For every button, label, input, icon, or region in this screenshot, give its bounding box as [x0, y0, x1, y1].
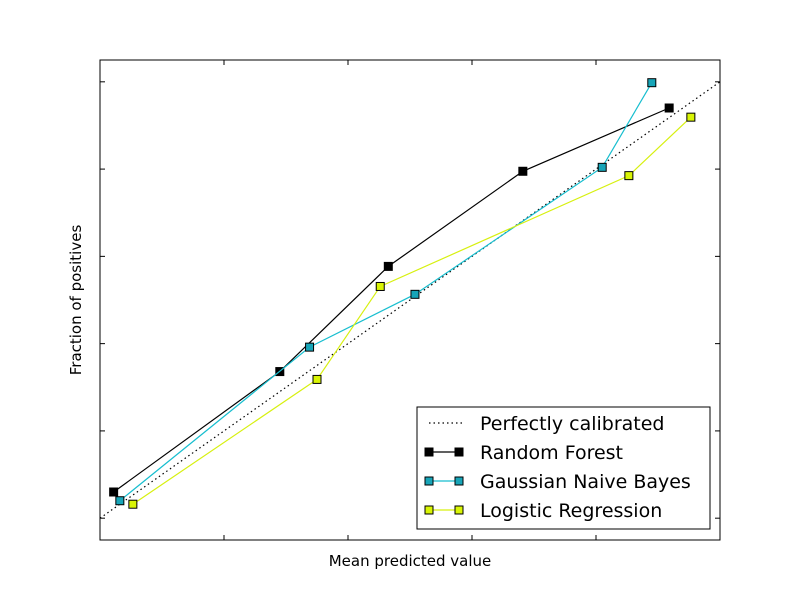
gaussian-naive-bayes-point-3 [597, 162, 607, 172]
legend-label-gaussian-naive-bayes: Gaussian Naive Bayes [480, 471, 691, 493]
random-forest-point-4 [664, 103, 674, 113]
random-forest-point-0 [109, 487, 119, 497]
x-axis-label: Mean predicted value [329, 552, 492, 570]
legend-entry-gaussian-naive-bayes: Gaussian Naive Bayes [424, 471, 691, 493]
gaussian-naive-bayes-point-4 [647, 78, 657, 88]
random-forest-point-2 [383, 261, 393, 271]
gaussian-naive-bayes-series [115, 78, 657, 506]
logistic-regression-point-3 [624, 171, 634, 181]
legend-swatch-marker-logistic-regression-1 [454, 505, 464, 515]
legend-swatch-marker-gaussian-naive-bayes-0 [424, 476, 434, 486]
legend-label-perfectly-calibrated: Perfectly calibrated [480, 413, 664, 435]
gaussian-naive-bayes-point-0 [115, 496, 125, 506]
logistic-regression-point-0 [128, 499, 138, 509]
y-axis-label: Fraction of positives [67, 225, 85, 376]
legend-swatch-marker-gaussian-naive-bayes-1 [454, 476, 464, 486]
legend-swatch-marker-random-forest-0 [424, 447, 434, 457]
gaussian-naive-bayes-point-2 [410, 289, 420, 299]
legend-label-logistic-regression: Logistic Regression [480, 500, 662, 522]
legend: Perfectly calibrated Random Forest Gaussia… [416, 406, 711, 530]
legend-box [416, 406, 711, 530]
legend-label-random-forest: Random Forest [480, 442, 623, 464]
random-forest-point-3 [518, 166, 528, 176]
perfectly-calibrated-line-group [99, 81, 721, 519]
logistic-regression-point-1 [312, 374, 322, 384]
legend-entry-logistic-regression: Logistic Regression [424, 500, 662, 522]
perfectly-calibrated-line [99, 81, 721, 519]
logistic-regression-series [128, 112, 696, 509]
legend-entry-perfectly-calibrated: Perfectly calibrated [429, 413, 664, 435]
series-layer [109, 78, 696, 509]
gaussian-naive-bayes-point-1 [305, 342, 315, 352]
legend-swatch-marker-random-forest-1 [454, 447, 464, 457]
legend-swatch-marker-logistic-regression-0 [424, 505, 434, 515]
legend-entry-random-forest: Random Forest [424, 442, 623, 464]
logistic-regression-point-4 [686, 112, 696, 122]
plot-frame [99, 59, 721, 541]
logistic-regression-point-2 [375, 281, 385, 291]
